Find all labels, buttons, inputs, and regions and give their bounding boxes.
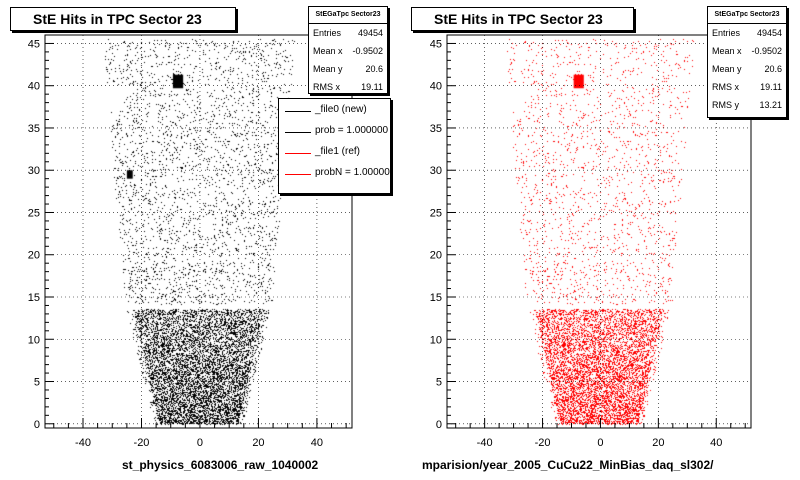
y-tick-label: 40	[28, 81, 40, 93]
x-tick-label: -20	[535, 437, 551, 449]
legend-box: _file0 (new) prob = 1.000000 _file1 (ref…	[278, 98, 391, 194]
legend-line-red	[285, 174, 311, 175]
right-stats-row: Mean x -0.9502	[712, 46, 782, 56]
legend-line-red	[285, 153, 311, 154]
right-stats-box: StEGaTpc Sector23 Entries 49454 Mean x -0.…	[707, 6, 787, 118]
y-tick-label: 40	[430, 81, 442, 93]
legend-entry: prob = 1.000000	[279, 122, 390, 143]
right-chart-title: StE Hits in TPC Sector 23	[411, 7, 634, 31]
left-stats-row: Entries 49454	[313, 28, 383, 38]
right-stats-title: StEGaTpc Sector23	[708, 7, 786, 24]
y-tick-label: 15	[430, 292, 442, 304]
y-tick-label: 5	[34, 377, 40, 389]
y-tick-label: 30	[430, 165, 442, 177]
y-tick-label: 35	[430, 123, 442, 135]
right-stats-row: RMS y 13.21	[712, 100, 782, 110]
left-stats-row: RMS x 19.11	[313, 82, 383, 92]
y-tick-label: 15	[28, 292, 40, 304]
x-tick-label: -40	[75, 437, 91, 449]
y-tick-label: 30	[28, 165, 40, 177]
x-tick-label: 0	[597, 437, 603, 449]
x-tick-label: 40	[710, 437, 722, 449]
y-tick-label: 0	[34, 419, 40, 431]
right-stats-row: RMS x 19.11	[712, 82, 782, 92]
y-tick-label: 10	[28, 334, 40, 346]
y-tick-label: 45	[28, 38, 40, 50]
x-tick-label: 20	[652, 437, 664, 449]
plot-frame	[446, 34, 752, 429]
y-tick-label: 25	[28, 207, 40, 219]
y-tick-label: 45	[430, 38, 442, 50]
x-tick-label: 20	[252, 437, 264, 449]
y-tick-label: 20	[28, 250, 40, 262]
right-stats-row: Mean y 20.6	[712, 64, 782, 74]
y-tick-label: 10	[430, 334, 442, 346]
left-stats-title: StEGaTpc Sector23	[309, 7, 387, 24]
x-tick-label: -20	[134, 437, 150, 449]
right-x-axis-label: mparision/year_2005_CuCu22_MinBias_daq_s…	[422, 458, 714, 472]
y-tick-label: 35	[28, 123, 40, 135]
legend-line-black	[285, 132, 311, 133]
right-stats-row: Entries 49454	[712, 28, 782, 38]
y-tick-label: 25	[430, 207, 442, 219]
legend-line-black	[285, 111, 311, 112]
left-stats-box: StEGaTpc Sector23 Entries 49454 Mean x -0.…	[308, 6, 388, 94]
x-tick-label: -40	[477, 437, 493, 449]
left-stats-row: Mean x -0.9502	[313, 46, 383, 56]
legend-entry: probN = 1.000000	[279, 164, 390, 185]
x-tick-label: 0	[197, 437, 203, 449]
left-x-axis-label: st_physics_6083006_raw_1040002	[122, 458, 319, 472]
left-stats-row: Mean y 20.6	[313, 64, 383, 74]
plot-frame	[44, 34, 353, 429]
y-tick-label: 0	[436, 419, 442, 431]
left-chart-title: StE Hits in TPC Sector 23	[10, 7, 236, 31]
y-tick-label: 5	[436, 377, 442, 389]
x-tick-label: 40	[311, 437, 323, 449]
legend-entry: _file1 (ref)	[279, 143, 390, 164]
legend-entry: _file0 (new)	[279, 101, 390, 122]
y-tick-label: 20	[430, 250, 442, 262]
